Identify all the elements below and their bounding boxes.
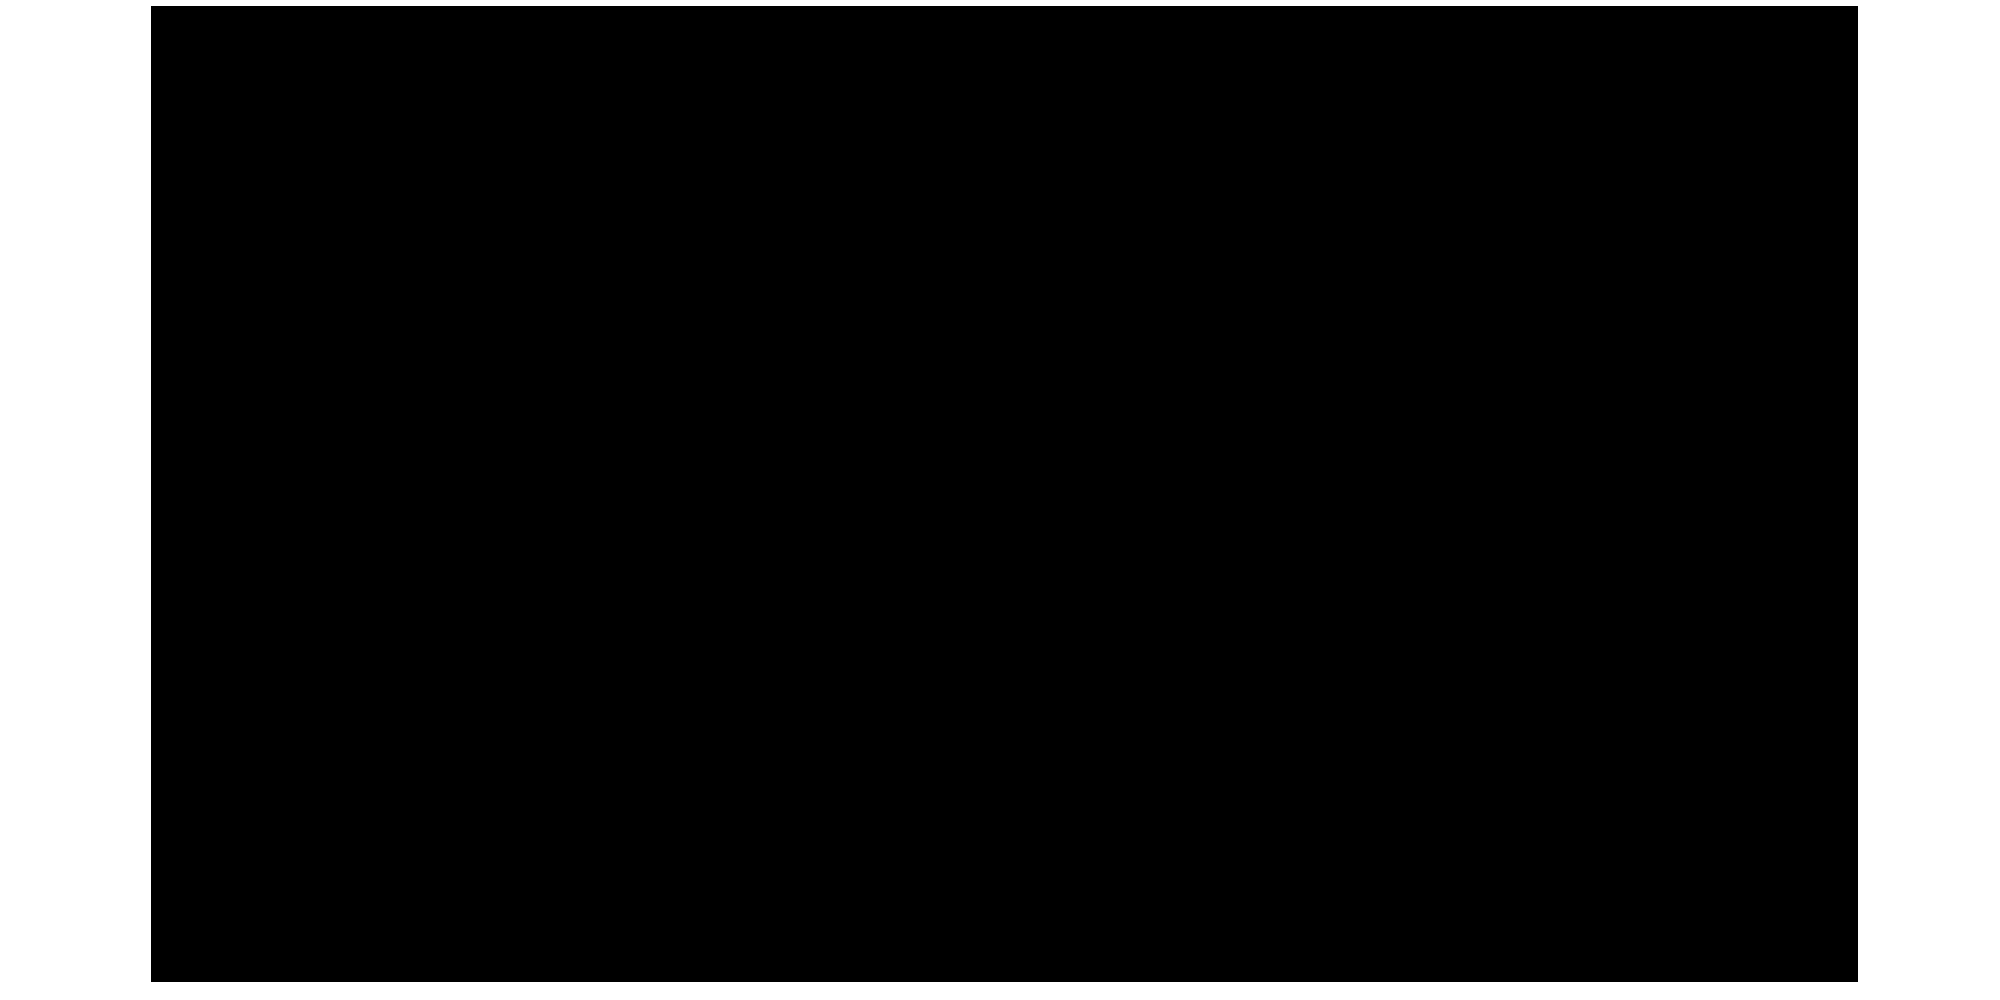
word-cloud	[151, 6, 1858, 982]
